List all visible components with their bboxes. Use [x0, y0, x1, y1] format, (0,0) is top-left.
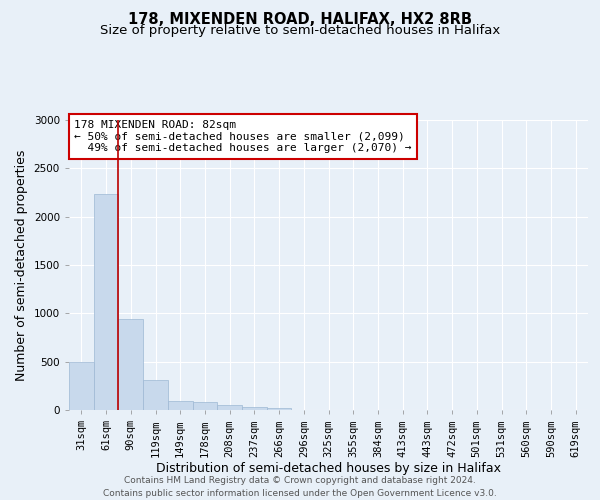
- Bar: [168, 401, 193, 410]
- Text: 178 MIXENDEN ROAD: 82sqm
← 50% of semi-detached houses are smaller (2,099)
  49%: 178 MIXENDEN ROAD: 82sqm ← 50% of semi-d…: [74, 120, 412, 153]
- Text: Size of property relative to semi-detached houses in Halifax: Size of property relative to semi-detach…: [100, 24, 500, 37]
- Y-axis label: Number of semi-detached properties: Number of semi-detached properties: [15, 150, 28, 380]
- Text: 178, MIXENDEN ROAD, HALIFAX, HX2 8RB: 178, MIXENDEN ROAD, HALIFAX, HX2 8RB: [128, 12, 472, 28]
- Bar: [193, 402, 217, 410]
- Bar: [118, 319, 143, 410]
- Bar: [267, 408, 292, 410]
- Bar: [242, 407, 267, 410]
- X-axis label: Distribution of semi-detached houses by size in Halifax: Distribution of semi-detached houses by …: [156, 462, 501, 475]
- Bar: [69, 362, 94, 410]
- Bar: [94, 194, 118, 410]
- Text: Contains HM Land Registry data © Crown copyright and database right 2024.
Contai: Contains HM Land Registry data © Crown c…: [103, 476, 497, 498]
- Bar: [143, 380, 168, 410]
- Bar: [217, 404, 242, 410]
